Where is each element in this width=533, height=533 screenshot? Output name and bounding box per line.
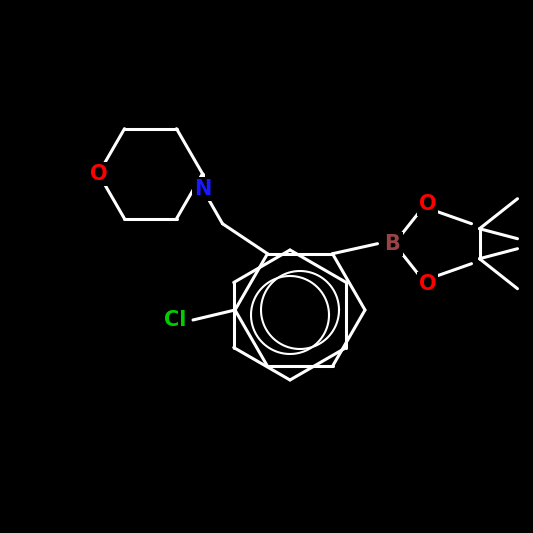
Text: B: B (385, 233, 400, 254)
Text: Cl: Cl (164, 310, 186, 330)
Text: O: O (90, 164, 107, 184)
Text: O: O (419, 274, 437, 294)
Text: O: O (419, 193, 437, 214)
Text: N: N (194, 179, 211, 199)
